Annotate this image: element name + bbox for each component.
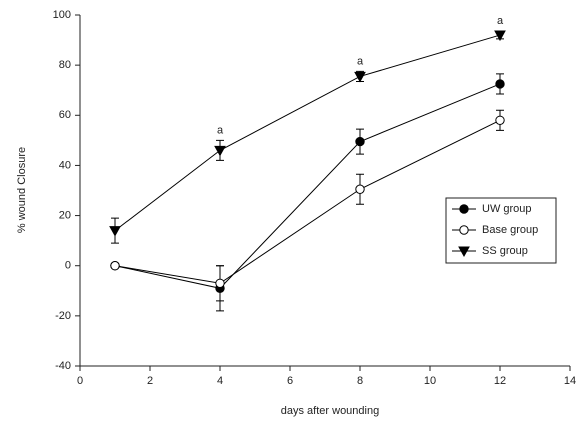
marker	[459, 225, 469, 235]
y-tick-label: 80	[59, 59, 71, 71]
y-axis-title: % wound Closure	[16, 147, 28, 233]
y-tick-label: 20	[59, 209, 71, 221]
marker	[215, 278, 225, 288]
series-line	[114, 119, 501, 284]
series-line	[114, 34, 501, 232]
legend-label: Base group	[482, 224, 538, 236]
y-tick-label: 60	[59, 109, 71, 121]
x-tick-label: 0	[77, 375, 83, 387]
marker	[494, 30, 506, 42]
x-tick-label: 2	[147, 375, 153, 387]
x-tick-label: 6	[287, 375, 293, 387]
legend-label: UW group	[482, 203, 532, 215]
series-line	[114, 83, 501, 289]
annotation: a	[217, 124, 224, 136]
x-tick-label: 12	[494, 375, 506, 387]
x-tick-label: 4	[217, 375, 223, 387]
x-tick-label: 14	[564, 375, 576, 387]
marker	[459, 204, 469, 214]
marker	[214, 145, 226, 157]
marker	[495, 115, 505, 126]
marker	[354, 71, 366, 83]
marker	[458, 246, 470, 258]
marker	[355, 136, 365, 147]
marker	[495, 79, 505, 89]
x-tick-label: 8	[357, 375, 363, 387]
legend-label: SS group	[482, 245, 528, 257]
y-tick-label: -20	[55, 310, 71, 322]
annotation: a	[497, 15, 504, 27]
x-axis-title: days after wounding	[281, 405, 379, 417]
y-tick-label: 100	[53, 9, 71, 21]
marker	[355, 184, 365, 194]
y-tick-label: -40	[55, 360, 71, 372]
marker	[110, 261, 120, 271]
y-tick-label: 40	[59, 159, 71, 171]
y-tick-label: 0	[65, 260, 71, 272]
annotation: a	[357, 55, 364, 67]
x-tick-label: 10	[424, 375, 436, 387]
marker	[109, 226, 121, 237]
